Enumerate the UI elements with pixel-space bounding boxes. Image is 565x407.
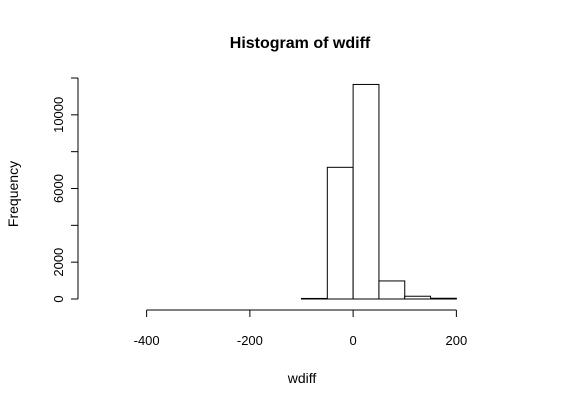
histogram-bar [301, 297, 328, 300]
histogram-bar [378, 280, 406, 300]
x-axis-label: wdiff [287, 370, 317, 386]
y-axis: 0 2000 6000 10000 [51, 77, 79, 303]
chart-title: Histogram of wdiff [230, 35, 371, 52]
x-tick-label: 0 [350, 333, 357, 348]
histogram-bar [404, 295, 432, 300]
bars-group [301, 83, 457, 300]
y-tick-label: 0 [51, 295, 66, 302]
x-tick-label: -400 [134, 333, 160, 348]
x-tick-label: -200 [237, 333, 263, 348]
x-axis: -400 -200 0 200 [134, 309, 468, 348]
histogram-bar [352, 83, 380, 300]
y-tick-label: 2000 [51, 248, 66, 277]
y-tick-label: 10000 [51, 97, 66, 133]
histogram-bar [326, 166, 354, 300]
histogram-bar [430, 297, 457, 300]
y-tick-label: 6000 [51, 174, 66, 203]
y-axis-label: Frequency [5, 161, 21, 227]
x-tick-label: 200 [446, 333, 468, 348]
